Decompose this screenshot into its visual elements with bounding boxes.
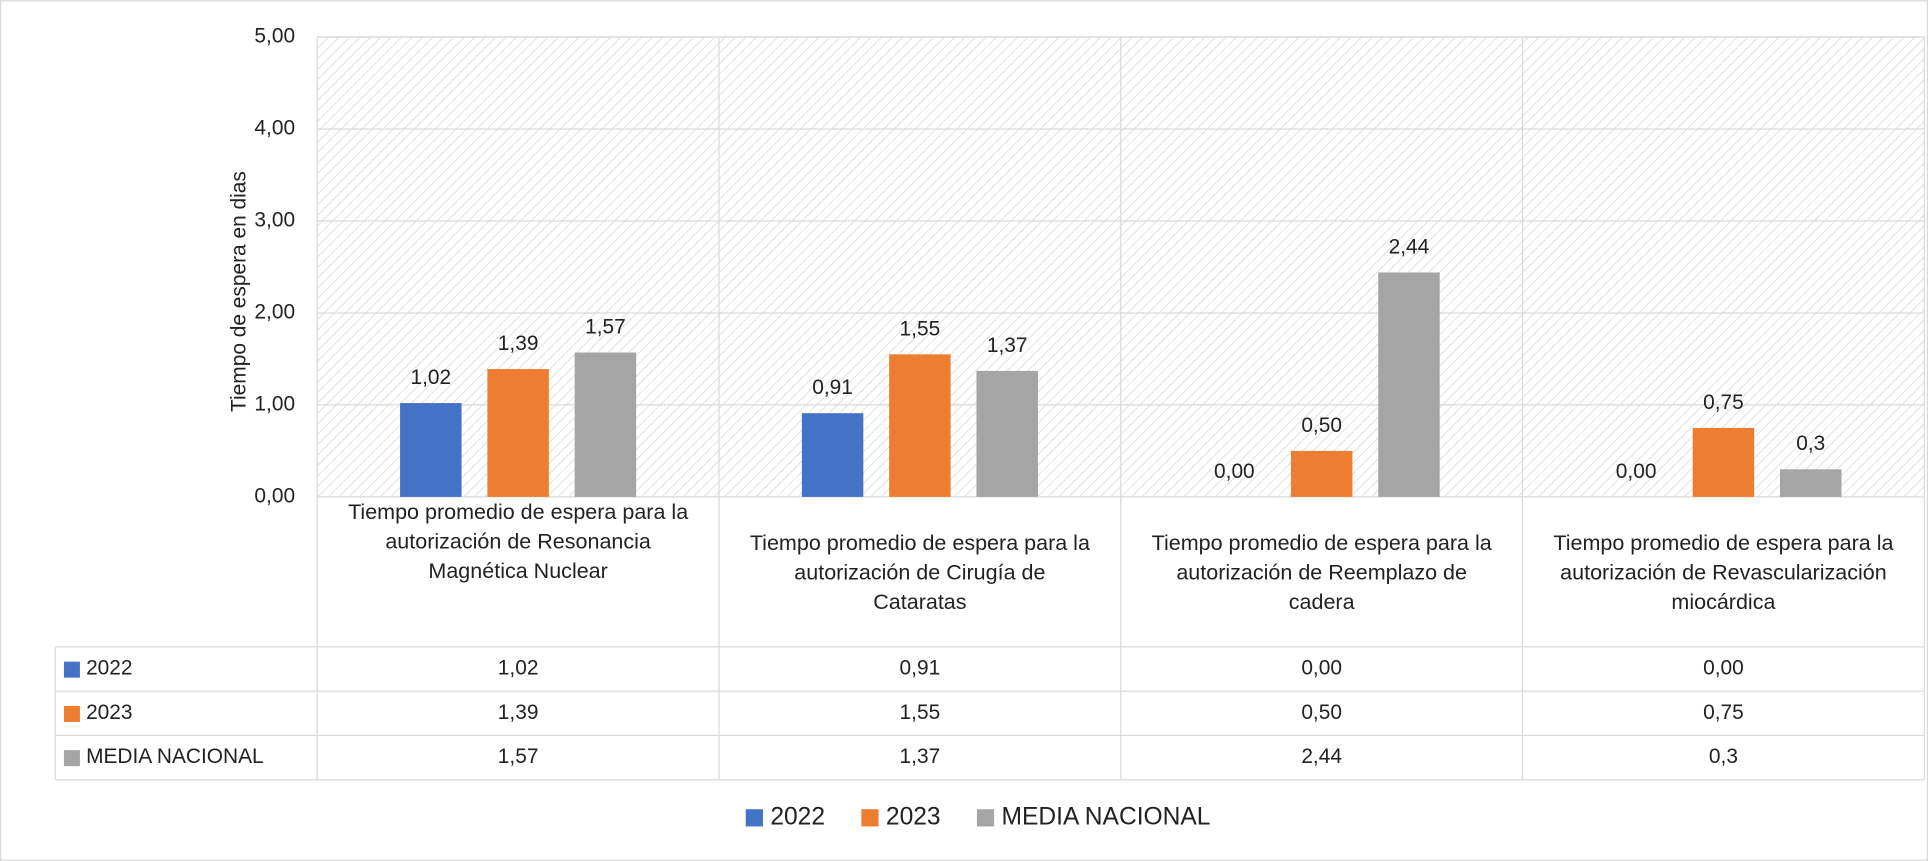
table-cell: 0,50 [1301,701,1342,724]
x-tick-label-box: Tiempo promedio de espera para la autori… [749,529,1090,614]
y-tick-label: 1,00 [254,392,295,415]
table-cell: 1,02 [498,657,539,680]
data-label: 1,02 [410,366,451,389]
bar [976,370,1038,497]
legend-key [745,809,763,827]
legend-label: 2023 [886,803,941,830]
table-cell: 1,37 [900,745,941,768]
y-tick-label: 4,00 [254,117,295,140]
table-cell: 0,00 [1301,657,1342,680]
legend-key [861,809,879,827]
data-label: 0,50 [1301,414,1342,437]
table-cell: 0,00 [1703,657,1744,680]
bar [574,352,637,497]
table-row-label: 2023 [86,701,132,724]
data-label: 0,91 [812,376,853,399]
y-tick-label: 5,00 [254,25,295,48]
bar [400,403,462,497]
x-tick-label-box: Tiempo promedio de espera para la autori… [1553,529,1894,614]
legend-label: MEDIA NACIONAL [1002,803,1211,830]
data-label: 0,3 [1796,432,1825,455]
table-cell: 2,44 [1301,745,1342,768]
x-tick-label: Tiempo promedio de espera para la autori… [1553,529,1894,614]
table-cell: 1,57 [498,745,539,768]
table-cell: 0,91 [900,657,941,680]
bar [1692,427,1755,497]
x-tick-label-box: Tiempo promedio de espera para la autori… [348,499,689,584]
bar [801,413,864,497]
data-label: 2,44 [1389,235,1430,258]
x-tick-label: Tiempo promedio de espera para la autori… [348,499,689,584]
data-label: 1,39 [498,332,539,355]
table-cell: 0,75 [1703,701,1744,724]
table-legend-key [63,705,80,722]
table-cell: 1,55 [900,701,941,724]
y-tick-label: 3,00 [254,208,295,231]
y-tick-label: 0,00 [254,484,295,507]
bar [1290,450,1353,497]
legend-label: 2022 [770,803,825,830]
x-tick-label: Tiempo promedio de espera para la autori… [749,529,1090,614]
data-label: 1,37 [987,334,1028,357]
bar [1378,272,1440,497]
table-legend-key [63,750,80,767]
y-tick-label: 2,00 [254,300,295,323]
bar [487,369,549,497]
legend-key [976,809,995,827]
bar [1779,469,1842,497]
table-cell: 1,39 [498,701,539,724]
table-row-label: MEDIA NACIONAL [86,745,264,768]
table-cell: 0,3 [1709,745,1738,768]
table-legend-key [63,661,80,678]
x-tick-label: Tiempo promedio de espera para la autori… [1151,529,1492,614]
x-tick-label-box: Tiempo promedio de espera para la autori… [1151,529,1492,614]
bar [889,354,951,497]
data-label: 0,00 [1616,460,1657,483]
table-row-label: 2022 [86,657,132,680]
data-label: 0,75 [1703,391,1744,414]
data-label: 0,00 [1214,460,1255,483]
data-label: 1,57 [585,315,626,338]
data-label: 1,55 [900,317,941,340]
y-axis-label: Tiempo de espera en dias [227,171,250,412]
